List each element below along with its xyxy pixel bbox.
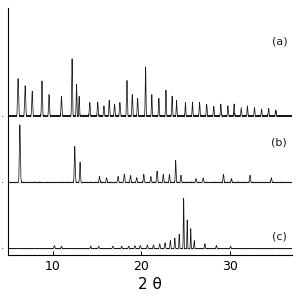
Text: (b): (b) — [272, 138, 287, 148]
X-axis label: 2 θ: 2 θ — [138, 277, 162, 292]
Text: (c): (c) — [272, 232, 287, 242]
Text: (a): (a) — [272, 37, 287, 47]
